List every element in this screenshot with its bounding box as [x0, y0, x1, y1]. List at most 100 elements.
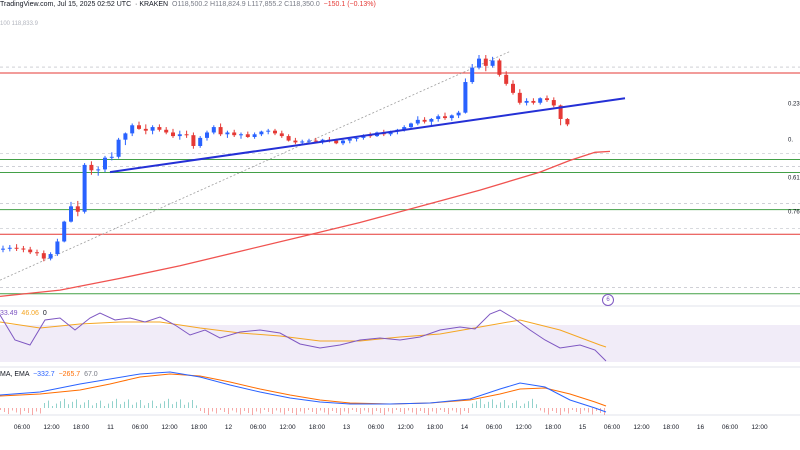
macd-histogram-bar: [16, 408, 17, 413]
macd-histogram-bar: [324, 408, 325, 413]
macd-histogram-bar: [184, 404, 185, 408]
macd-histogram-bar: [104, 406, 105, 408]
candle: [409, 123, 413, 128]
macd-histogram-bar: [80, 404, 81, 408]
macd-histogram-bar: [292, 408, 293, 413]
macd-histogram-bar: [340, 408, 341, 415]
macd-histogram-bar: [308, 408, 309, 410]
macd-histogram-bar: [236, 408, 237, 413]
candle: [497, 60, 502, 75]
macd-histogram-bar: [376, 408, 377, 411]
time-axis-label: 18:00: [545, 424, 562, 431]
candle: [205, 132, 209, 138]
candle: [334, 140, 339, 144]
fib-label: 0.23: [788, 102, 800, 108]
macd-histogram-bar: [560, 408, 561, 415]
candle: [565, 118, 570, 125]
candle: [456, 112, 461, 116]
macd-histogram-bar: [316, 408, 317, 414]
candle: [82, 164, 87, 212]
macd-histogram-bar: [200, 408, 201, 411]
candle: [211, 127, 216, 133]
macd-histogram-bar: [588, 408, 589, 413]
macd-histogram-bar: [448, 408, 449, 414]
time-axis-label: 12: [225, 424, 233, 431]
macd-histogram-bar: [244, 408, 245, 411]
macd-histogram-bar: [508, 405, 509, 408]
macd-histogram-bar: [272, 408, 273, 414]
time-axis-label: 16: [697, 424, 705, 431]
macd-hist-value: 67.0: [84, 371, 98, 378]
macd-histogram-bar: [240, 408, 241, 415]
candle: [252, 134, 257, 137]
macd-histogram-bar: [4, 408, 5, 412]
candle: [62, 221, 67, 242]
candle: [41, 253, 46, 259]
candle: [123, 133, 128, 140]
macd-histogram-bar: [368, 408, 369, 413]
macd-histogram-bar: [348, 408, 349, 414]
macd-histogram-bar: [344, 408, 345, 412]
rsi-band: [0, 325, 800, 362]
macd-histogram-bar: [160, 403, 161, 408]
macd-histogram-bar: [96, 403, 97, 408]
macd-histogram-bar: [396, 408, 397, 410]
macd-histogram-bar: [424, 408, 425, 413]
candle: [402, 127, 407, 130]
macd-histogram-bar: [372, 408, 373, 415]
header-source: TradingView.com, Jul 15, 2025 02:52 UTC: [0, 1, 132, 8]
moving-average-line: [0, 150, 611, 298]
time-axis-label: 06:00: [250, 424, 267, 431]
macd-histogram-bar: [120, 404, 121, 408]
candle: [558, 105, 563, 119]
candle: [470, 67, 475, 83]
candle: [191, 135, 196, 146]
macd-histogram-bar: [408, 408, 409, 411]
macd-histogram-bar: [48, 400, 49, 408]
macd-histogram-bar: [36, 408, 37, 412]
candle: [415, 119, 420, 124]
candle: [150, 127, 155, 131]
macd-signal-value: −265.7: [58, 371, 81, 378]
candle: [551, 100, 556, 106]
macd-histogram-bar: [496, 404, 497, 408]
candle: [517, 92, 522, 103]
time-axis-label: 12:00: [279, 424, 296, 431]
candle: [164, 129, 169, 133]
candle: [1, 248, 5, 250]
macd-histogram-bar: [20, 408, 21, 415]
macd-histogram-bar: [8, 408, 9, 414]
macd-histogram-bar: [148, 403, 149, 408]
macd-histogram-bar: [224, 408, 225, 412]
time-axis-label: 18:00: [191, 424, 208, 431]
time-axis-label: 06:00: [722, 424, 739, 431]
rsi-signal-line: [0, 319, 607, 348]
macd-histogram-bar: [84, 402, 85, 408]
candle: [443, 116, 447, 119]
macd-histogram-bar: [352, 408, 353, 410]
macd-histogram-bar: [88, 400, 89, 408]
macd-histogram-bar: [284, 408, 285, 415]
macd-histogram-bar: [480, 398, 481, 408]
macd-histogram-bar: [568, 408, 569, 414]
candle: [347, 138, 352, 141]
candle: [55, 241, 60, 255]
macd-histogram-bar: [500, 402, 501, 408]
macd-histogram-bar: [188, 402, 189, 408]
macd-value: −332.7: [33, 371, 55, 378]
header-ohlc: O118,500.2 H118,824.9 L117,855.2 C118,35…: [172, 1, 320, 8]
fib-label: 0.76: [788, 210, 800, 216]
candle: [354, 137, 359, 139]
candle: [48, 254, 53, 259]
macd-histogram-bar: [472, 403, 473, 408]
macd-histogram-bar: [304, 408, 305, 414]
macd-histogram-bar: [484, 404, 485, 408]
rsi-line: [0, 309, 607, 362]
candle: [313, 140, 318, 142]
macd-histogram-bar: [76, 399, 77, 408]
macd-histogram-bar: [548, 408, 549, 415]
event-marker-icon[interactable]: 6: [602, 294, 614, 306]
candle: [449, 115, 454, 119]
